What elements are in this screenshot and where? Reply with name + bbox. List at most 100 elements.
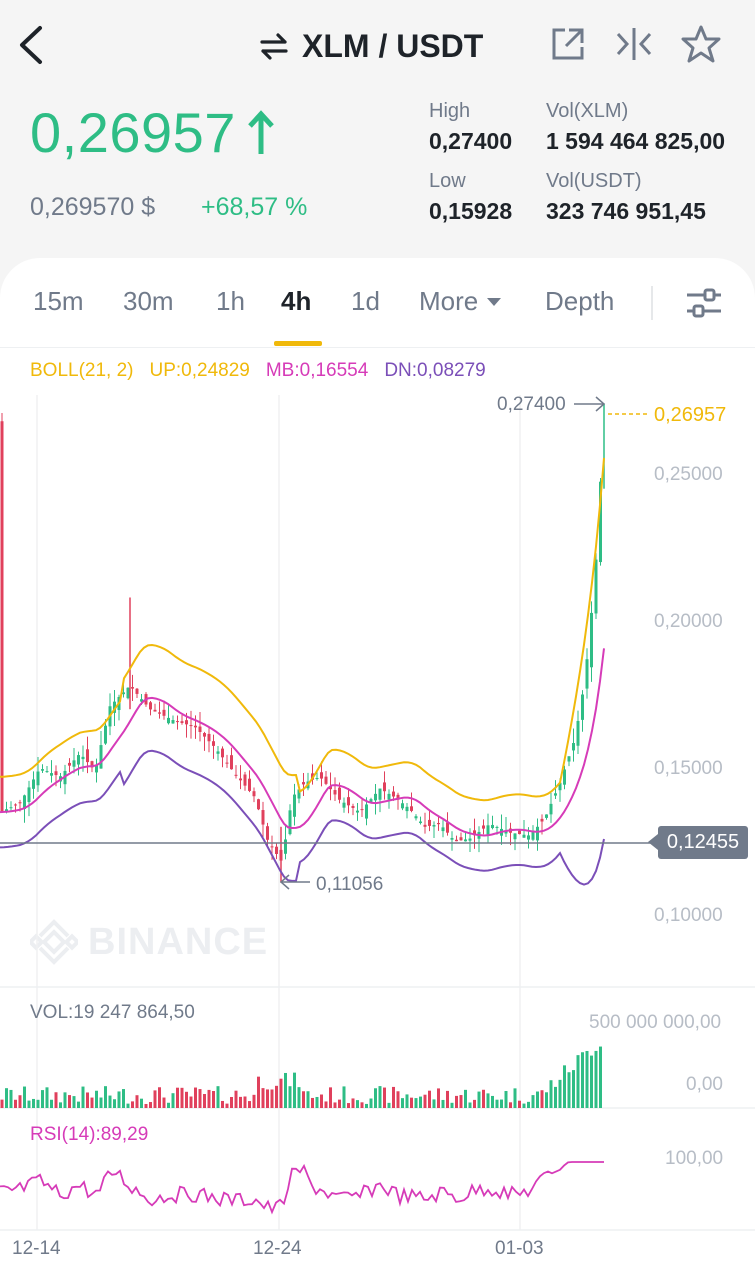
candle-body xyxy=(545,814,548,818)
candle-body xyxy=(284,839,287,854)
tab-15m[interactable]: 15m xyxy=(33,286,84,316)
volume-bar xyxy=(23,1086,26,1108)
volume-bar xyxy=(513,1088,517,1108)
volume-bar xyxy=(270,1089,274,1108)
candle-body xyxy=(45,771,49,773)
volume-bar xyxy=(428,1090,431,1108)
compare-icon[interactable] xyxy=(614,24,654,64)
candle-body xyxy=(288,810,292,835)
volume-bar xyxy=(167,1102,170,1108)
candle-body xyxy=(104,725,107,744)
tab-more[interactable]: More xyxy=(419,286,502,317)
volume-bar xyxy=(176,1087,179,1108)
binance-logo-icon xyxy=(30,919,78,965)
chart-settings-icon[interactable] xyxy=(684,286,724,320)
rsi-line xyxy=(0,1161,604,1215)
volume-bar xyxy=(216,1086,220,1108)
candle-body xyxy=(459,837,463,841)
price-axis-tick: 0,20000 xyxy=(654,611,723,632)
candle-body xyxy=(468,838,472,841)
high-value: 0,27400 xyxy=(429,128,513,154)
volume-bar xyxy=(131,1101,134,1108)
candle-body xyxy=(360,809,364,811)
candlestick-chart[interactable] xyxy=(0,395,755,1265)
vol-indicator[interactable]: VOL:19 247 864,50 xyxy=(30,1002,195,1023)
candle-body xyxy=(432,825,436,827)
volume-bar xyxy=(279,1078,283,1108)
candle-body xyxy=(585,659,589,689)
high-marker-label: 0,27400 xyxy=(497,394,566,415)
volume-bar xyxy=(392,1086,395,1108)
boll-indicator[interactable]: BOLL(21, 2) UP:0,24829 MB:0,16554 DN:0,0… xyxy=(30,360,486,382)
volume-bar xyxy=(450,1102,454,1108)
candle-body xyxy=(135,688,139,694)
volume-bar xyxy=(257,1076,260,1108)
candle-body xyxy=(131,687,134,689)
candle-body xyxy=(77,755,80,765)
volume-bar xyxy=(324,1101,328,1108)
candle-body xyxy=(378,788,382,800)
volume-bar xyxy=(207,1089,211,1108)
candle-body xyxy=(252,791,256,797)
volume-bar xyxy=(360,1102,364,1108)
candle-body xyxy=(513,833,517,840)
volume-bar xyxy=(108,1095,112,1108)
volume-bar xyxy=(455,1095,458,1108)
volume-bar xyxy=(212,1091,215,1108)
volume-bar xyxy=(90,1097,94,1108)
candle-body xyxy=(594,559,598,614)
current-price-label: 0,26957 xyxy=(654,404,727,426)
volume-bar xyxy=(72,1096,76,1108)
back-arrow-icon[interactable] xyxy=(12,22,52,68)
volume-bar xyxy=(495,1099,499,1108)
candle-body xyxy=(333,790,337,795)
candle-body xyxy=(572,743,575,751)
candle-body xyxy=(176,721,179,723)
candle-body xyxy=(315,777,319,779)
ref-price-tag[interactable]: 0,12455 xyxy=(648,826,748,859)
candle-body xyxy=(297,789,301,799)
external-link-icon[interactable] xyxy=(548,24,588,64)
volume-bar xyxy=(432,1099,436,1108)
candle-body xyxy=(158,712,161,714)
star-icon[interactable] xyxy=(681,24,721,64)
candle-body xyxy=(293,794,296,817)
candle-body xyxy=(113,701,116,713)
low-marker-label: 0,11056 xyxy=(316,874,384,895)
volume-bar xyxy=(342,1086,346,1108)
candle-body xyxy=(396,794,400,800)
volume-bar xyxy=(63,1092,67,1108)
candle-body xyxy=(41,769,44,771)
volume-bar xyxy=(401,1098,404,1108)
candle-body xyxy=(140,699,143,702)
volume-bar xyxy=(567,1072,571,1108)
candle-body xyxy=(414,816,418,819)
candle-body xyxy=(473,830,476,836)
candle-body xyxy=(18,802,22,804)
chart-panel xyxy=(0,258,755,1280)
rsi-indicator[interactable]: RSI(14):89,29 xyxy=(30,1124,149,1145)
volume-bar xyxy=(99,1097,103,1108)
tab-depth[interactable]: Depth xyxy=(545,286,615,316)
tab-4h[interactable]: 4h xyxy=(281,286,312,316)
tab-30m[interactable]: 30m xyxy=(123,286,174,316)
candle-body xyxy=(189,725,193,727)
top-bar: XLM / USDT xyxy=(0,0,755,90)
volume-bar xyxy=(333,1102,337,1108)
volume-bar xyxy=(347,1103,350,1108)
candle-body xyxy=(149,702,152,710)
volume-bar xyxy=(374,1088,377,1108)
volume-bar xyxy=(500,1099,503,1108)
candle-body xyxy=(567,756,571,762)
candle-body xyxy=(126,687,130,699)
volume-bar xyxy=(486,1093,490,1108)
volume-bar xyxy=(284,1072,287,1108)
tab-1d[interactable]: 1d xyxy=(351,286,380,316)
volume-bar xyxy=(225,1103,229,1108)
tab-1h[interactable]: 1h xyxy=(216,286,245,316)
pair-title[interactable]: XLM / USDT xyxy=(258,24,483,68)
candle-body xyxy=(599,481,602,563)
volume-bar xyxy=(153,1090,157,1108)
candle-body xyxy=(531,832,535,840)
candle-body xyxy=(495,826,499,828)
